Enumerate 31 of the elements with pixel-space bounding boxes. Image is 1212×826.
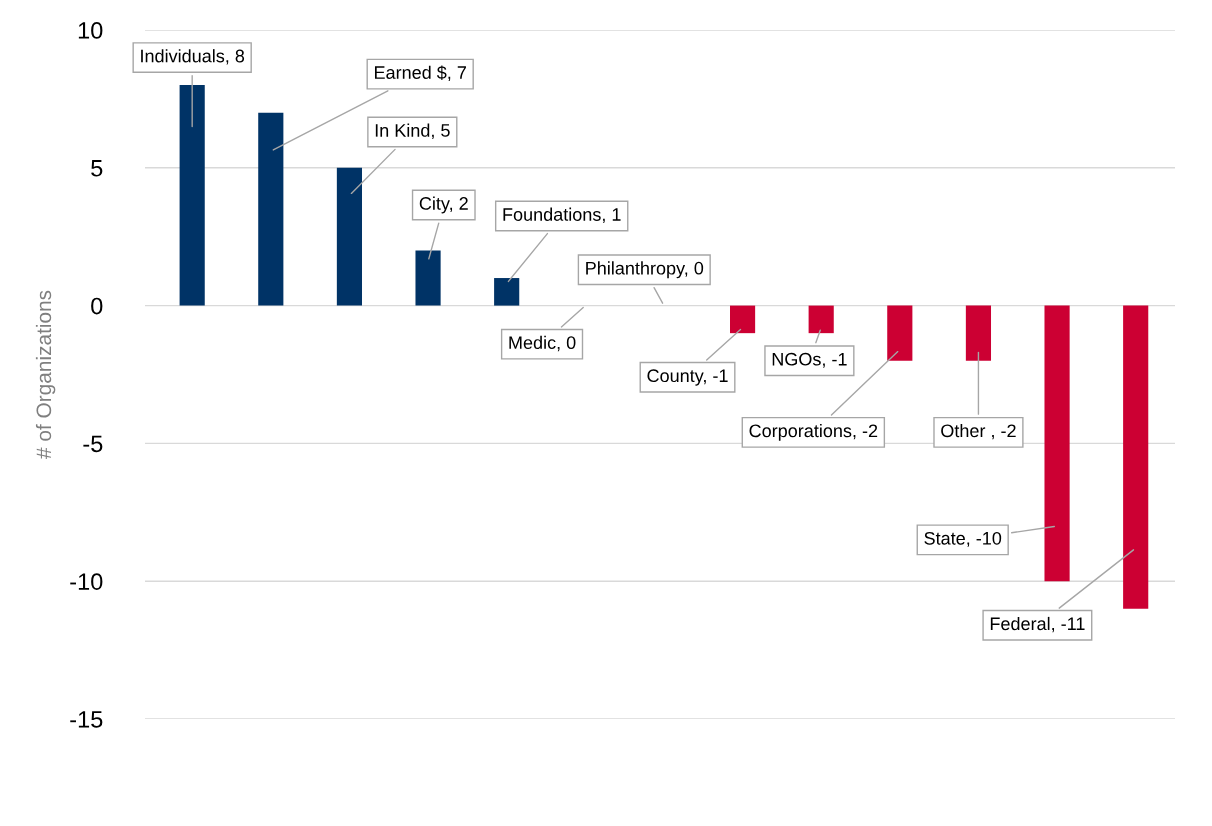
y-tick-label: -5	[83, 435, 103, 453]
bar	[965, 305, 992, 361]
data-label: Earned $, 7	[375, 65, 466, 82]
bar	[179, 85, 205, 306]
data-label: NGOs, -1	[772, 352, 847, 368]
y-tick-label: -10	[70, 573, 103, 590]
bar	[415, 250, 441, 306]
data-label: Other , -2	[941, 423, 1016, 440]
y-tick-label: 10	[78, 22, 103, 39]
data-label: In Kind, 5	[375, 123, 450, 139]
data-label: State, -10	[924, 531, 1002, 547]
bar	[729, 305, 756, 334]
bar	[887, 305, 913, 361]
data-label: Foundations, 1	[503, 207, 621, 224]
data-label: Medic, 0	[509, 335, 576, 352]
bar	[1044, 305, 1070, 582]
y-tick-label: 0	[91, 297, 103, 315]
data-label: Corporations, -2	[749, 423, 878, 441]
y-axis-title: # of Organizations	[35, 290, 56, 459]
bar	[1123, 305, 1149, 609]
data-label: County, -1	[647, 369, 728, 386]
bar	[336, 167, 363, 306]
bar	[258, 112, 284, 306]
data-label: Individuals, 8	[141, 49, 245, 65]
data-label: City, 2	[419, 196, 468, 214]
bar	[494, 278, 520, 306]
y-tick-label: -15	[70, 711, 103, 728]
bar	[808, 305, 834, 334]
data-label: Philanthropy, 0	[586, 261, 704, 279]
y-tick-label: 5	[91, 160, 103, 177]
data-label: Federal, -11	[990, 616, 1085, 633]
